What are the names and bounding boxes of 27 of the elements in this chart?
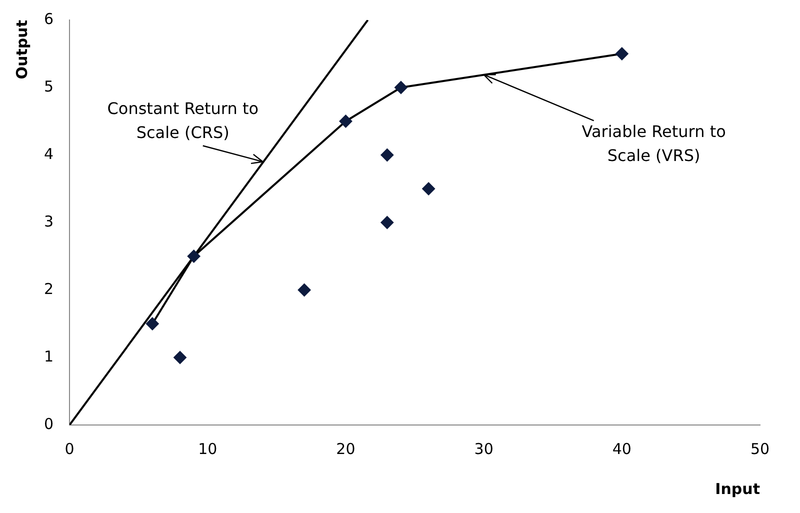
- y-tick-label: 0: [44, 414, 54, 433]
- point: [298, 284, 311, 296]
- annotation: Variable Return to Scale (VRS): [582, 122, 726, 165]
- x-tick-label: 30: [474, 440, 494, 458]
- x-tick-label: 0: [64, 440, 74, 458]
- point: [187, 250, 200, 263]
- y-axis-title: Output: [12, 20, 31, 80]
- point: [615, 47, 628, 60]
- x-tick-label: 20: [336, 440, 356, 458]
- annotation: Constant Return to Scale (CRS): [107, 98, 259, 142]
- point: [394, 81, 408, 94]
- y-tick-label: 3: [44, 212, 54, 230]
- x-tick-label: 50: [750, 440, 770, 458]
- point: [339, 114, 352, 128]
- x-tick-label: 10: [198, 440, 218, 458]
- y-tick-label: 5: [44, 77, 54, 96]
- y-tick-label: 6: [44, 10, 54, 28]
- point: [380, 216, 394, 229]
- y-tick-label: 2: [44, 280, 54, 298]
- y-tick-label: 1: [44, 347, 54, 366]
- x-axis-title: Input: [715, 480, 760, 498]
- point: [174, 351, 187, 364]
- point: [380, 148, 394, 162]
- y-tick-label: 4: [44, 144, 54, 163]
- point: [422, 182, 436, 196]
- x-tick-label: 40: [612, 440, 632, 458]
- point: [146, 317, 159, 330]
